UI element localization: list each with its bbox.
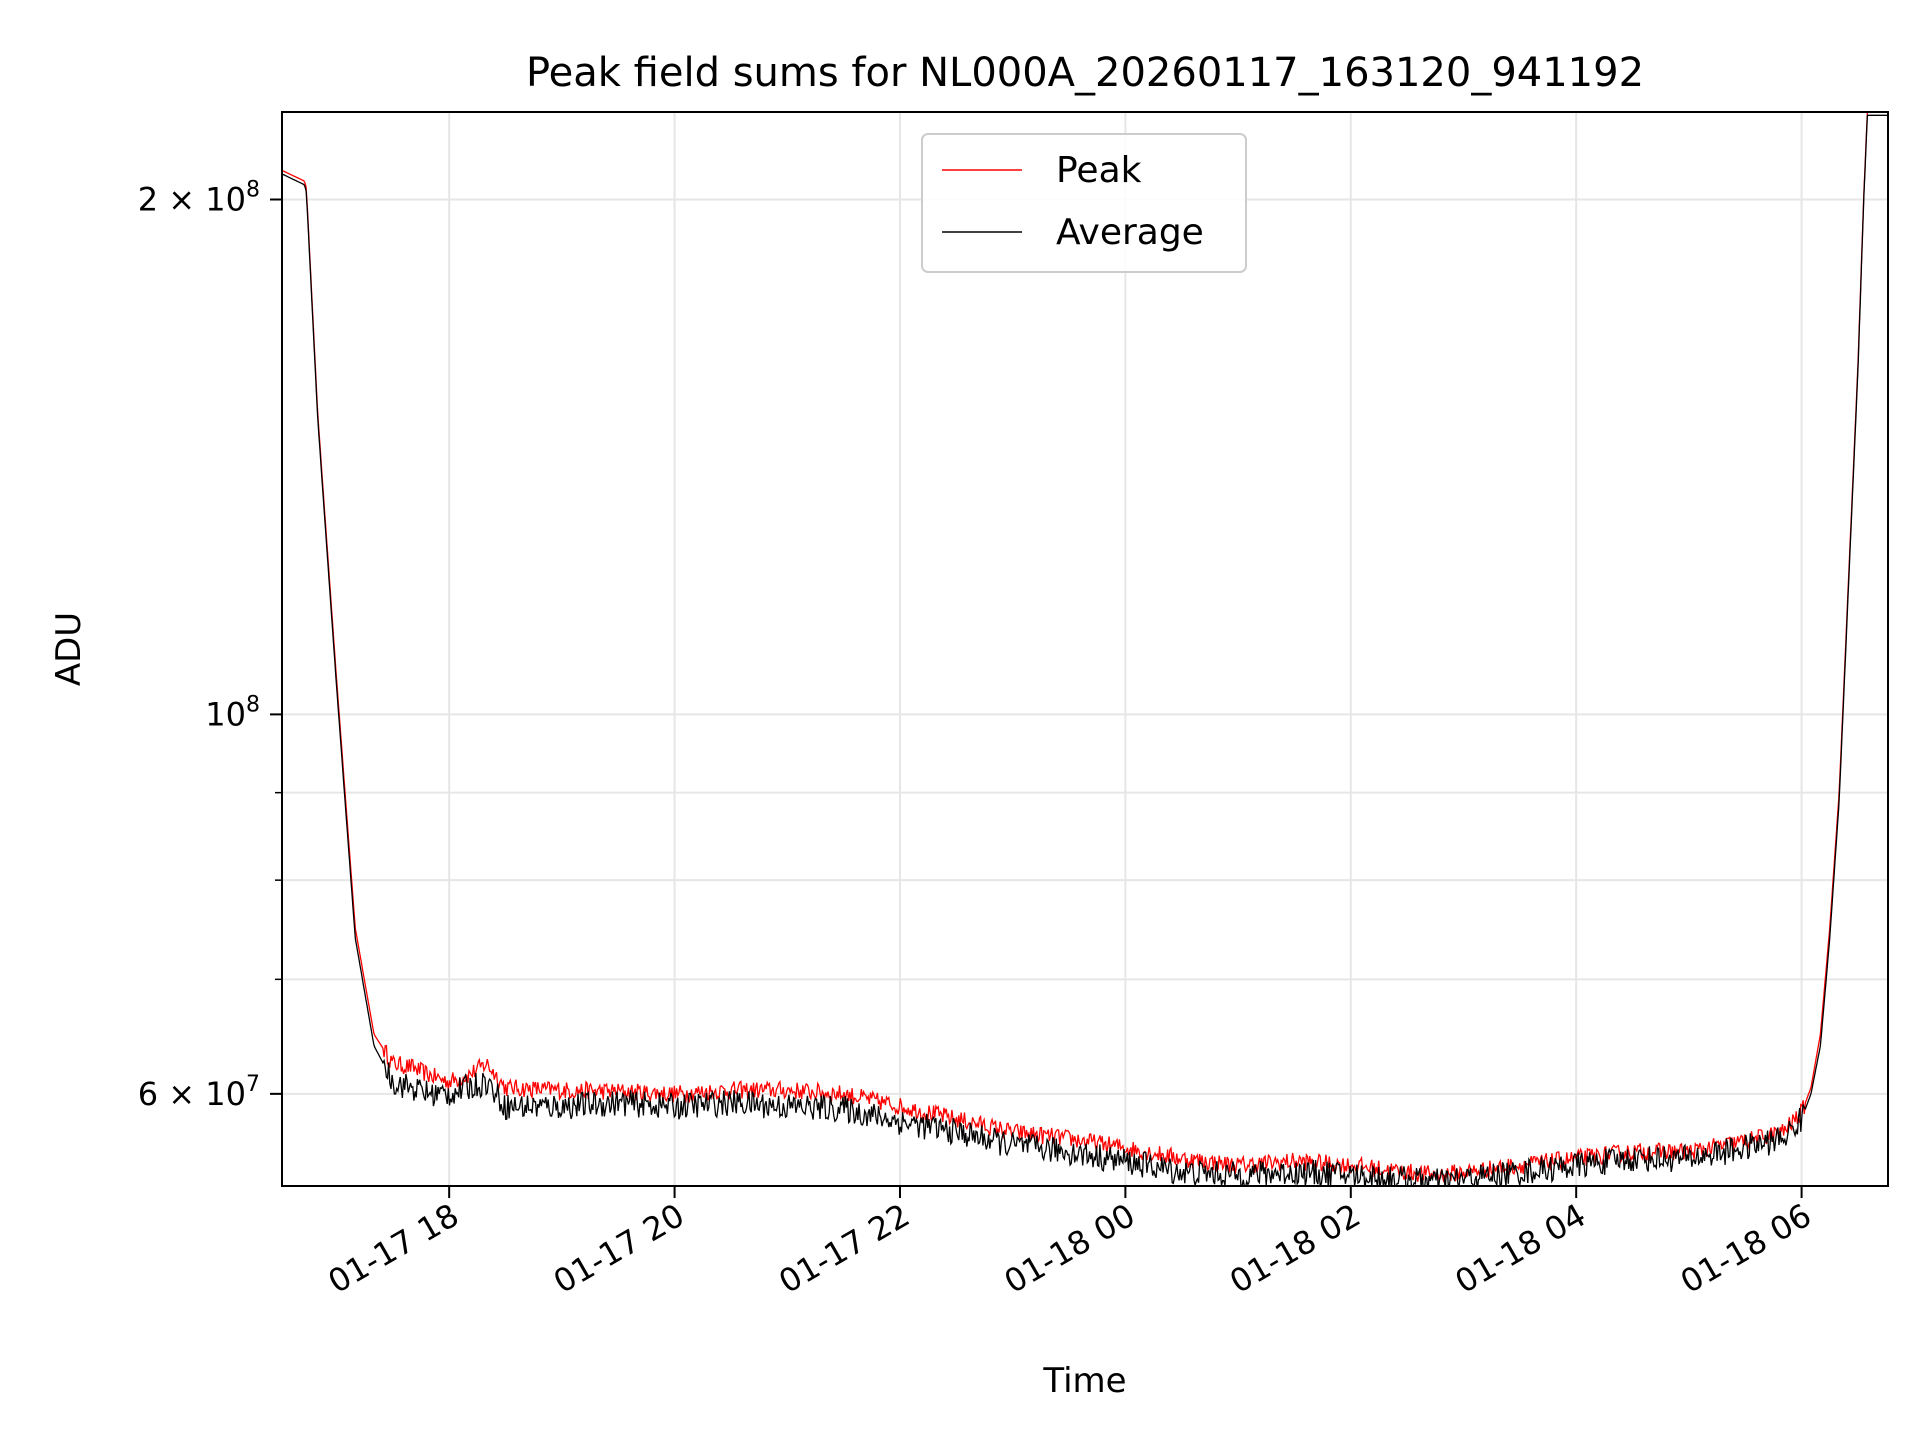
y-tick-label: 6 × 107 — [138, 1072, 260, 1113]
y-tick-label: 2 × 108 — [138, 177, 260, 218]
y-axis-label: ADU — [49, 612, 89, 686]
x-tick-label: 01-17 22 — [772, 1196, 916, 1301]
x-axis-label: Time — [1042, 1361, 1126, 1401]
legend-label-peak: Peak — [1056, 150, 1142, 191]
x-axis: 01-17 18 01-17 20 01-17 22 01-18 00 01-18 02… — [322, 1186, 1818, 1301]
legend: Peak Average — [921, 133, 1247, 273]
x-tick-label: 01-17 18 — [322, 1196, 466, 1301]
legend-label-average: Average — [1056, 212, 1204, 253]
grid — [282, 112, 1888, 1186]
y-axis: 2 × 108 108 6 × 107 — [138, 177, 282, 1113]
x-tick-label: 01-18 06 — [1674, 1196, 1818, 1301]
plot-frame — [281, 111, 1889, 1187]
x-tick-label: 01-18 00 — [998, 1196, 1142, 1301]
plot-series — [282, 112, 1888, 1186]
y-tick-label: 108 — [205, 692, 260, 733]
series-line-average — [282, 114, 1888, 1186]
x-tick-label: 01-18 04 — [1449, 1196, 1593, 1301]
chart-title: Peak field sums for NL000A_20260117_1631… — [526, 50, 1644, 96]
legend-box — [921, 133, 1247, 273]
x-tick-label: 01-17 20 — [547, 1196, 691, 1301]
x-tick-label: 01-18 02 — [1223, 1196, 1367, 1301]
